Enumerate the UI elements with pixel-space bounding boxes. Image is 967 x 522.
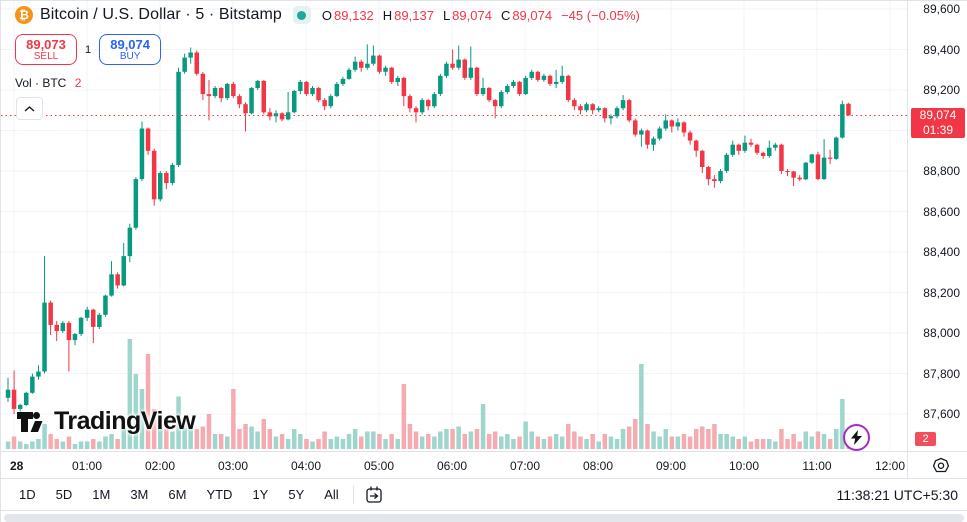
toolbar-divider xyxy=(352,485,354,504)
range-button-1m[interactable]: 1M xyxy=(92,487,111,502)
price-tick: 87,600 xyxy=(923,407,960,422)
sell-price: 89,073 xyxy=(26,37,66,52)
ohlc-readout: O 89,132 H 89,137 L 89,074 C 89,074 −45 (−0.… xyxy=(322,8,640,23)
price-tick: 88,200 xyxy=(923,285,960,300)
time-tick: 02:00 xyxy=(144,459,176,473)
time-tick: 09:00 xyxy=(655,459,687,473)
range-button-1y[interactable]: 1Y xyxy=(252,487,269,502)
low-value: 89,074 xyxy=(452,7,492,23)
time-tick: 12:00 xyxy=(874,459,906,473)
high-label: H xyxy=(382,7,393,23)
clock-display[interactable]: 11:38:21 UTC+5:30 xyxy=(836,486,958,503)
buy-button[interactable]: 89,074 BUY xyxy=(99,34,162,65)
sell-button[interactable]: 89,073 SELL xyxy=(15,34,77,65)
current-price-badge: 89,074 01:39 xyxy=(911,108,965,138)
go-to-date-button[interactable] xyxy=(364,485,384,505)
axis-separator xyxy=(907,452,908,479)
price-tick: 89,600 xyxy=(923,2,960,16)
time-tick: 06:00 xyxy=(436,459,468,473)
candle-countdown: 01:39 xyxy=(922,123,954,137)
candlestick-chart[interactable] xyxy=(1,1,907,451)
range-button-3m[interactable]: 3M xyxy=(130,487,149,502)
buy-price: 89,074 xyxy=(110,37,150,52)
price-tick: 88,800 xyxy=(923,164,960,178)
watermark-text: TradingView xyxy=(54,407,196,435)
open-label: O xyxy=(321,7,333,23)
chart-legend: ₿ Bitcoin / U.S. Dollar · 5 · Bitstamp O… xyxy=(15,6,640,24)
time-tick: 28 xyxy=(10,459,24,473)
tradingview-watermark: TradingView xyxy=(17,407,196,436)
volume-study-label: Vol · BTC xyxy=(15,76,67,90)
volume-study-row[interactable]: Vol · BTC 2 xyxy=(15,76,81,90)
range-button-1d[interactable]: 1D xyxy=(19,487,36,502)
range-button-all[interactable]: All xyxy=(324,487,339,502)
collapse-legend-button[interactable] xyxy=(16,97,43,120)
lightning-bolt-icon[interactable] xyxy=(843,424,870,451)
range-buttons: 1D 5D 1M 3M 6M YTD 1Y 5Y All xyxy=(1,483,347,506)
range-button-ytd[interactable]: YTD xyxy=(206,487,233,502)
price-tick: 87,800 xyxy=(923,366,960,381)
price-tick: 88,400 xyxy=(923,245,960,259)
low-label: L xyxy=(442,7,451,23)
time-tick: 04:00 xyxy=(290,459,322,473)
chart-settings-icon[interactable] xyxy=(930,457,952,475)
market-status-halo xyxy=(292,6,311,24)
price-tick: 88,600 xyxy=(923,204,960,219)
time-tick: 11:00 xyxy=(802,459,832,473)
date-range-toolbar: 1D 5D 1M 3M 6M YTD 1Y 5Y All 11:38:21 UTC+5:30 xyxy=(1,478,967,511)
range-button-5d[interactable]: 5D xyxy=(55,487,73,502)
price-axis[interactable]: 89,600 89,400 89,200 88,800 88,600 88,400 88,2… xyxy=(907,1,967,451)
spread-value: 1 xyxy=(85,43,92,56)
time-tick: 10:00 xyxy=(728,459,760,473)
bottom-pane-handle[interactable] xyxy=(4,514,964,522)
time-tick: 03:00 xyxy=(217,459,249,473)
symbol-title[interactable]: Bitcoin / U.S. Dollar · 5 · Bitstamp xyxy=(40,6,282,23)
time-axis[interactable]: 28 01:00 02:00 03:00 04:00 05:00 06:00 07:00 08:… xyxy=(1,451,967,479)
time-tick: 05:00 xyxy=(363,459,395,473)
bitcoin-logo-icon: ₿ xyxy=(15,6,33,24)
market-status-dot-icon[interactable] xyxy=(297,10,307,20)
time-tick: 07:00 xyxy=(509,459,541,473)
high-value: 89,137 xyxy=(394,7,434,23)
close-label: C xyxy=(500,7,511,23)
close-value: 89,074 xyxy=(512,7,553,23)
price-tick: 88,000 xyxy=(923,326,960,341)
price-tick: 89,400 xyxy=(923,42,960,57)
open-value: 89,132 xyxy=(334,7,374,23)
tradingview-logo-icon xyxy=(17,411,43,432)
current-volume-badge: 2 xyxy=(915,432,936,446)
trade-buttons-row: 89,073 SELL 1 89,074 BUY xyxy=(15,34,162,65)
price-tick: 89,200 xyxy=(923,83,960,97)
time-tick: 08:00 xyxy=(582,459,614,473)
range-button-6m[interactable]: 6M xyxy=(168,487,187,502)
buy-label: BUY xyxy=(119,51,141,62)
range-button-5y[interactable]: 5Y xyxy=(288,487,305,502)
time-tick: 01:00 xyxy=(71,459,103,473)
chart-plot-area[interactable]: TradingView ₿ Bitcoin / U.S. Dollar · 5 … xyxy=(1,1,907,451)
current-price-value: 89,074 xyxy=(919,108,957,122)
sell-label: SELL xyxy=(33,51,59,62)
chevron-up-icon xyxy=(24,105,35,112)
calendar-arrow-icon xyxy=(366,486,382,503)
change-value: −45 (−0.05%) xyxy=(561,7,640,23)
volume-study-value: 2 xyxy=(74,76,82,90)
